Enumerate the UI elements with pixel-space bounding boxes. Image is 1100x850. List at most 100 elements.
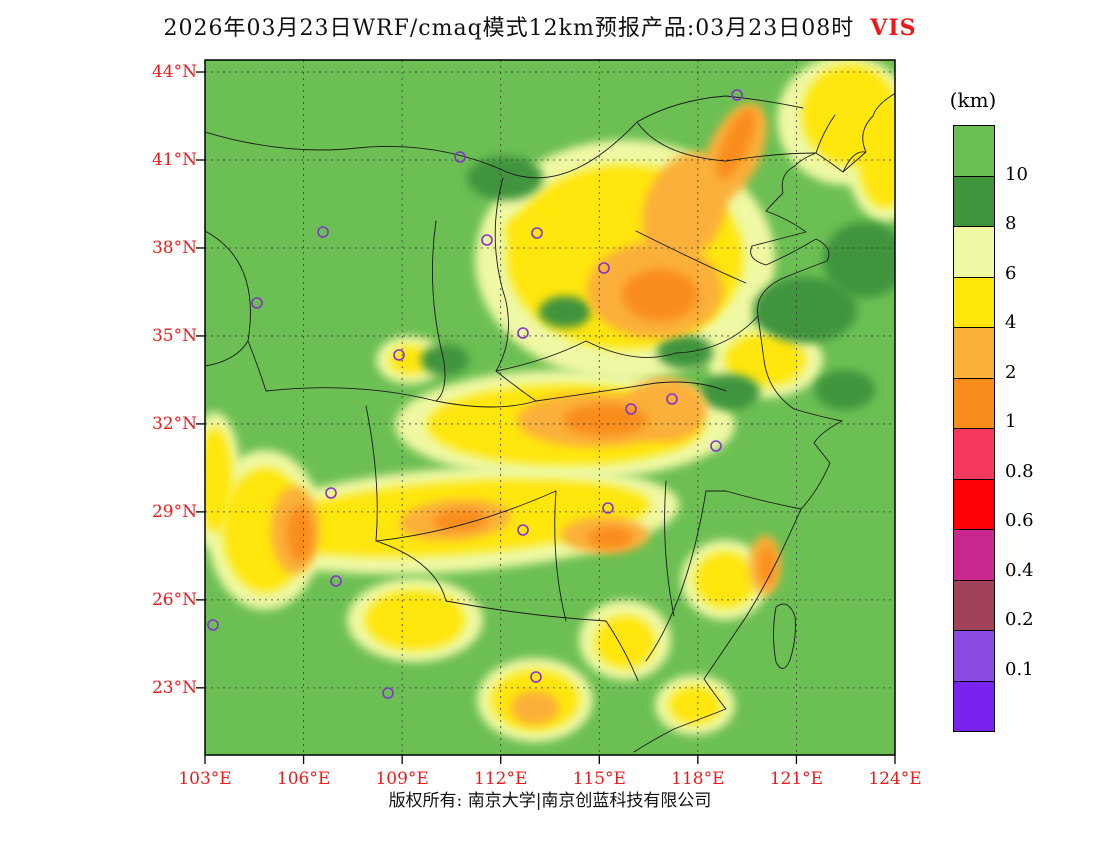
copyright-text: 版权所有: 南京大学|南京创蓝科技有限公司 <box>388 791 712 811</box>
station-marker <box>330 575 342 587</box>
border <box>664 480 675 617</box>
coastline-liaodong <box>815 114 866 173</box>
border <box>445 600 639 682</box>
title-vis-label: VIS <box>870 15 917 41</box>
vis-region-dark_green <box>700 374 760 410</box>
forecast-map <box>196 59 896 764</box>
colorbar-cell <box>954 530 994 581</box>
colorbar-cell <box>954 328 994 379</box>
coastline <box>633 92 895 753</box>
border <box>375 490 557 542</box>
vis-region-yellow <box>695 552 755 608</box>
axis-ticks <box>196 71 896 764</box>
colorbar-cell <box>954 580 994 631</box>
taiwan-island <box>773 603 796 669</box>
vis-region-orange <box>433 508 487 532</box>
vis-region-orange <box>759 545 775 585</box>
station-markers <box>207 89 743 699</box>
border <box>495 340 587 372</box>
visibility-contours <box>205 60 895 742</box>
colorbar-cell <box>954 176 994 227</box>
vis-region-orange <box>563 404 647 436</box>
station-marker <box>625 403 637 415</box>
station-marker <box>382 687 394 699</box>
border <box>535 381 727 402</box>
lon-tick-label: 118°E <box>671 769 725 789</box>
station-marker <box>454 151 466 163</box>
colorbar <box>953 125 995 732</box>
border <box>705 490 802 510</box>
lon-tick-label: 106°E <box>276 769 331 789</box>
colorbar-cell <box>954 378 994 429</box>
lat-tick-label: 26°N <box>151 589 197 610</box>
station-marker <box>710 440 722 452</box>
map-frame <box>204 59 896 756</box>
colorbar-cell <box>954 227 994 278</box>
colorbar-tick-label: 10 <box>1005 163 1028 185</box>
vis-region-dark_green <box>753 277 857 343</box>
border <box>636 121 817 162</box>
colorbar-tick-label: 1 <box>1005 411 1017 432</box>
lat-tick-label: 23°N <box>151 677 197 698</box>
colorbar-tick-label: 8 <box>1005 213 1017 234</box>
title-main: 2026年03月23日WRF/cmaq模式12km预报产品:03月23日08时 <box>163 16 855 41</box>
colorbar-tick-label: 0.2 <box>1005 609 1034 630</box>
station-marker <box>481 234 493 246</box>
lat-tick-label: 44°N <box>151 62 197 83</box>
graticule <box>205 60 895 755</box>
map-area <box>196 59 896 764</box>
border <box>247 340 267 392</box>
vis-region-dark_green <box>421 344 469 376</box>
vis-region-orange <box>716 108 756 180</box>
station-marker <box>530 671 542 683</box>
border <box>635 230 747 284</box>
colorbar-cell <box>954 631 994 682</box>
vis-region-amber <box>511 691 559 725</box>
colorbar-cell <box>954 277 994 328</box>
station-marker <box>251 297 263 309</box>
colorbar-cell <box>954 479 994 530</box>
vis-region-dark_green <box>823 222 895 298</box>
colorbar-tick-label: 6 <box>1005 262 1017 284</box>
vis-region-yellow <box>205 428 232 532</box>
colorbar-tick-label: 4 <box>1005 312 1017 333</box>
colorbar-cell <box>954 681 994 731</box>
lat-tick-label: 35°N <box>151 325 197 346</box>
station-marker <box>517 524 529 536</box>
station-marker <box>325 487 337 499</box>
border <box>585 340 677 358</box>
border <box>645 490 707 662</box>
colorbar-tick-label: 2 <box>1005 361 1017 383</box>
vis-region-yellow <box>669 686 721 724</box>
station-marker <box>517 327 529 339</box>
station-marker <box>602 502 614 514</box>
colorbar-unit-label: (km) <box>949 88 997 112</box>
colorbar-tick-label: 0.8 <box>1005 460 1034 482</box>
station-marker <box>731 89 743 101</box>
vis-region-orange <box>622 269 698 321</box>
vis-region-amber <box>623 378 707 442</box>
lat-tick-label: 29°N <box>151 501 197 522</box>
vis-region-orange <box>587 527 633 549</box>
lon-tick-label: 121°E <box>769 769 824 789</box>
vis-region-yellow <box>725 334 805 386</box>
vis-region-yellow <box>365 590 465 650</box>
colorbar-cell <box>954 126 994 177</box>
border <box>205 95 804 179</box>
border <box>554 490 567 622</box>
lat-tick-label: 38°N <box>151 237 197 258</box>
colorbar-tick-label: 0.6 <box>1005 510 1034 531</box>
station-marker <box>666 393 678 405</box>
lon-tick-label: 124°E <box>868 769 922 789</box>
station-marker <box>598 262 610 274</box>
colorbar-tick-label: 0.4 <box>1005 559 1034 581</box>
border <box>675 315 759 354</box>
colorbar-tick-label: 0.1 <box>1005 658 1034 680</box>
lat-tick-label: 32°N <box>151 413 197 434</box>
lon-tick-label: 103°E <box>178 769 232 789</box>
vis-region-dark_green <box>539 296 591 328</box>
vis-region-dark_green <box>467 156 543 200</box>
station-marker <box>393 349 405 361</box>
lon-tick-label: 112°E <box>474 769 528 789</box>
